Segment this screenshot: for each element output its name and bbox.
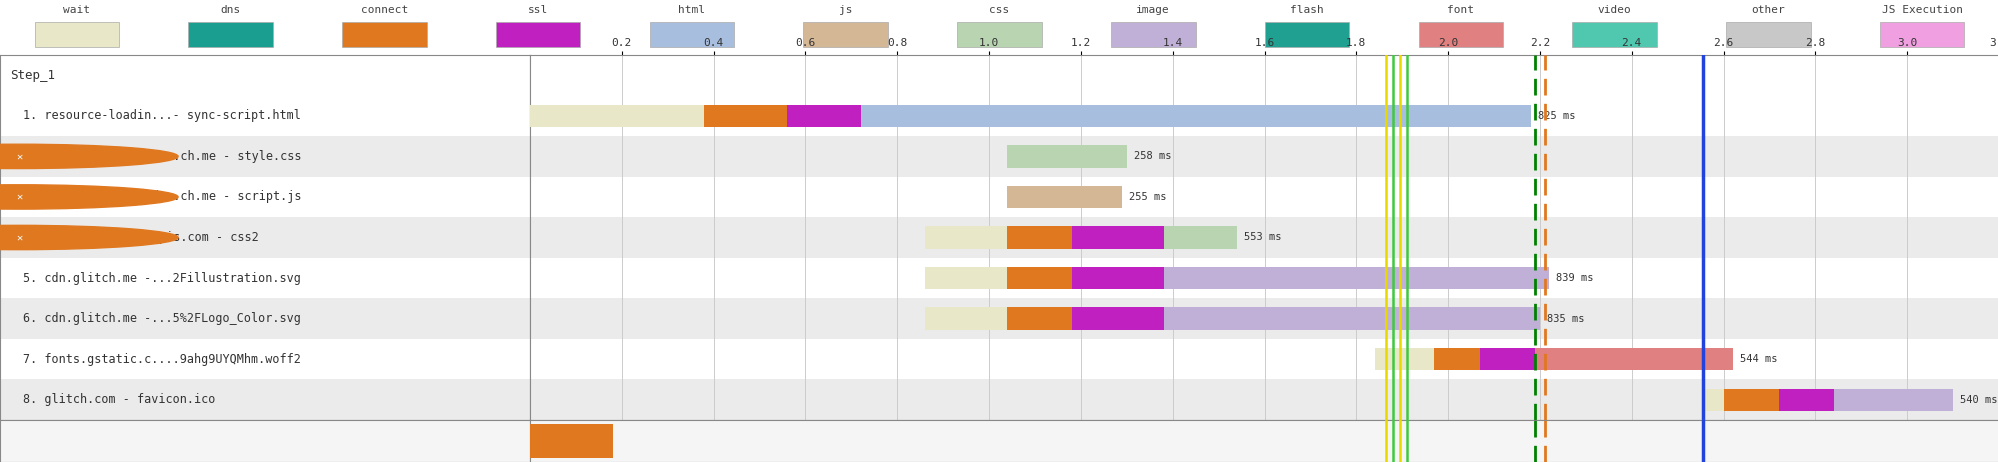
Text: js: js [839, 6, 851, 15]
Text: 1. resource-loadin...- sync-script.html: 1. resource-loadin...- sync-script.html [24, 109, 302, 122]
Bar [1832, 389, 1952, 411]
Bar [1375, 348, 1435, 371]
Bar [529, 339, 1998, 379]
Bar [1479, 348, 1534, 371]
FancyBboxPatch shape [496, 22, 579, 47]
Text: 3. resource-load...ch.me - script.js: 3. resource-load...ch.me - script.js [46, 190, 302, 203]
Bar [529, 96, 1998, 136]
FancyBboxPatch shape [34, 22, 120, 47]
Bar [0, 379, 529, 420]
FancyBboxPatch shape [1878, 22, 1964, 47]
Bar [1702, 389, 1722, 411]
FancyBboxPatch shape [649, 22, 733, 47]
Text: 835 ms: 835 ms [1546, 314, 1584, 323]
FancyBboxPatch shape [1419, 22, 1502, 47]
Text: 258 ms: 258 ms [1133, 152, 1171, 161]
Text: 544 ms: 544 ms [1738, 354, 1776, 364]
Text: JS Execution: JS Execution [1880, 6, 1962, 15]
Bar [703, 105, 787, 127]
Bar [529, 258, 1998, 298]
Text: 540 ms: 540 ms [1958, 395, 1996, 405]
FancyBboxPatch shape [1111, 22, 1195, 47]
Bar [0, 258, 529, 298]
Bar [859, 105, 1530, 127]
Bar [925, 307, 1007, 330]
Text: Step_1: Step_1 [10, 69, 56, 82]
Bar [529, 217, 1998, 258]
Text: 2. resource-load...ch.me - style.css: 2. resource-load...ch.me - style.css [46, 150, 302, 163]
Text: css: css [989, 6, 1009, 15]
FancyBboxPatch shape [342, 22, 426, 47]
Text: font: font [1447, 6, 1475, 15]
Bar [1163, 307, 1538, 330]
Circle shape [0, 185, 178, 209]
Bar [0, 217, 529, 258]
Bar [1778, 389, 1832, 411]
Bar [0, 298, 529, 339]
Text: other: other [1750, 6, 1784, 15]
Text: flash: flash [1289, 6, 1323, 15]
Bar [529, 136, 1998, 176]
Text: video: video [1596, 6, 1630, 15]
Bar [925, 226, 1007, 249]
Bar [0, 96, 529, 136]
FancyBboxPatch shape [1572, 22, 1656, 47]
Bar [1071, 226, 1163, 249]
Text: ssl: ssl [527, 6, 547, 15]
Text: 839 ms: 839 ms [1554, 273, 1592, 283]
Bar [1071, 307, 1163, 330]
Bar [0, 55, 529, 96]
Bar [1722, 389, 1778, 411]
Text: 6. cdn.glitch.me -...5%2FLogo_Color.svg: 6. cdn.glitch.me -...5%2FLogo_Color.svg [24, 312, 302, 325]
Bar [529, 298, 1998, 339]
Bar [1163, 226, 1237, 249]
FancyBboxPatch shape [1265, 22, 1349, 47]
Text: 5. cdn.glitch.me -...2Fillustration.svg: 5. cdn.glitch.me -...2Fillustration.svg [24, 272, 302, 285]
Bar [1435, 348, 1479, 371]
Bar [0, 176, 529, 217]
Bar [1007, 186, 1121, 208]
Bar [529, 379, 1998, 420]
FancyBboxPatch shape [803, 22, 887, 47]
Text: dns: dns [220, 6, 240, 15]
Bar [529, 424, 611, 458]
Bar [529, 55, 1998, 96]
Bar [1163, 267, 1548, 289]
Bar [1007, 145, 1127, 168]
Bar [1534, 348, 1732, 371]
FancyBboxPatch shape [188, 22, 274, 47]
Text: wait: wait [64, 6, 90, 15]
Bar [529, 105, 703, 127]
Text: ✕: ✕ [16, 152, 22, 161]
Bar [529, 176, 1998, 217]
FancyBboxPatch shape [1724, 22, 1810, 47]
Text: 7. fonts.gstatic.c....9ahg9UYQMhm.woff2: 7. fonts.gstatic.c....9ahg9UYQMhm.woff2 [24, 353, 302, 365]
Text: 553 ms: 553 ms [1243, 232, 1281, 243]
Bar [1071, 267, 1163, 289]
Text: ✕: ✕ [16, 232, 22, 243]
Bar [1007, 307, 1071, 330]
Text: image: image [1135, 6, 1169, 15]
Text: ✕: ✕ [16, 192, 22, 202]
Bar [1007, 267, 1071, 289]
FancyBboxPatch shape [957, 22, 1041, 47]
Text: 825 ms: 825 ms [1536, 111, 1574, 121]
Bar [0, 339, 529, 379]
Bar [1007, 226, 1071, 249]
Circle shape [0, 225, 178, 249]
Bar [0, 136, 529, 176]
Circle shape [0, 144, 178, 169]
Bar [925, 267, 1007, 289]
Text: connect: connect [360, 6, 408, 15]
Text: html: html [677, 6, 705, 15]
Text: 4. fonts.googleapis.com - css2: 4. fonts.googleapis.com - css2 [46, 231, 258, 244]
Text: 255 ms: 255 ms [1129, 192, 1167, 202]
Bar [787, 105, 859, 127]
Text: 8. glitch.com - favicon.ico: 8. glitch.com - favicon.ico [24, 393, 216, 406]
